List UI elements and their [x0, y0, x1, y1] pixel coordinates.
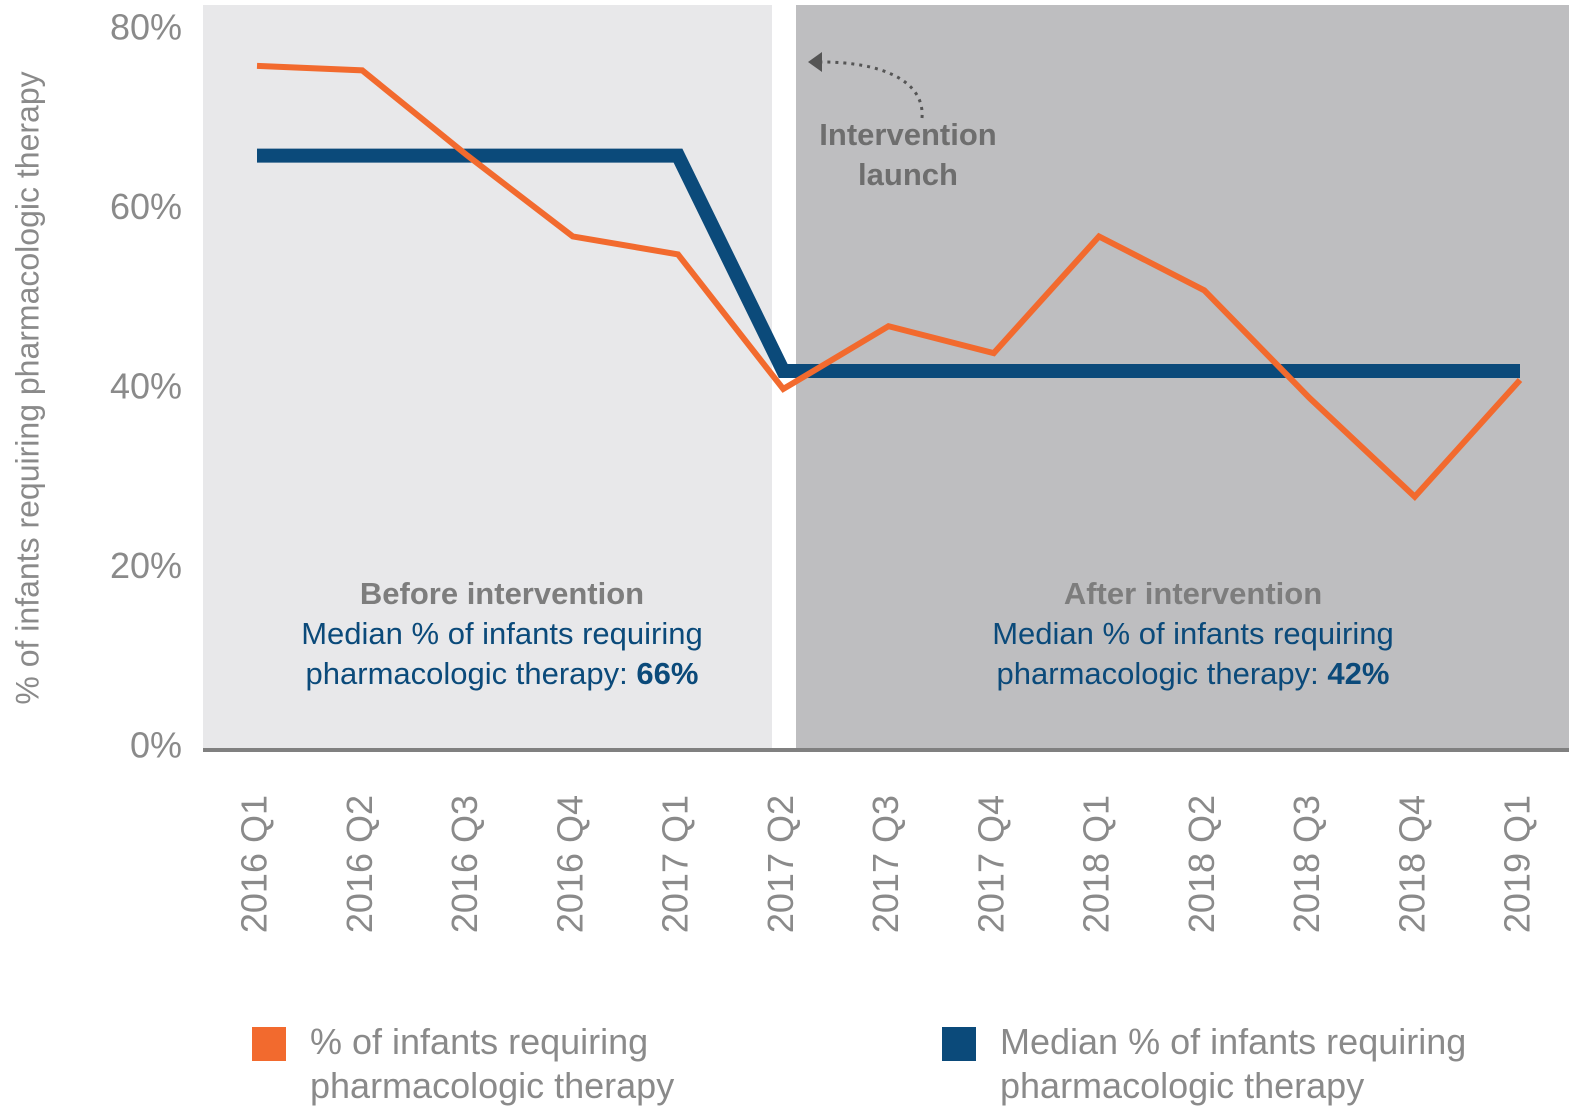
x-tick-label: 2019 Q1 [1497, 795, 1538, 933]
annotation: Before intervention [359, 576, 645, 611]
annotation: Median % of infants requiring pharmacolo… [992, 616, 1394, 691]
x-tick-label: 2016 Q4 [549, 795, 590, 933]
launch-arrowhead [808, 52, 822, 72]
annotation: Intervention [819, 117, 996, 152]
x-tick-label: 2017 Q2 [760, 795, 801, 933]
before-text: Before intervention Median % of infants … [252, 574, 752, 694]
x-tick-label: 2017 Q3 [865, 795, 906, 933]
y-tick-label: 20% [110, 545, 182, 586]
x-tick-label: 2018 Q4 [1391, 795, 1432, 933]
annotation: After intervention [1063, 576, 1323, 611]
x-tick-label: 2018 Q2 [1181, 795, 1222, 933]
x-tick-label: 2016 Q3 [444, 795, 485, 933]
legend-label: % of infants requiring pharmacologic the… [310, 1021, 675, 1106]
y-tick-label: 0% [130, 725, 182, 766]
x-tick-label: 2018 Q3 [1286, 795, 1327, 933]
x-tick-label: 2016 Q1 [234, 795, 275, 933]
x-tick-label: 2018 Q1 [1076, 795, 1117, 933]
after-text: After intervention Median % of infants r… [943, 574, 1443, 694]
legend-label: Median % of infants requiring pharmacolo… [1000, 1021, 1467, 1106]
y-tick-label: 60% [110, 186, 182, 227]
annotation: 66% [636, 656, 699, 691]
y-tick-label: 80% [110, 7, 182, 48]
series-line [256, 62, 1523, 501]
annotation: 42% [1327, 656, 1390, 691]
x-tick-label: 2016 Q2 [339, 795, 380, 933]
annotation: Median % of infants requiring pharmacolo… [301, 616, 703, 691]
annotation: launch [858, 157, 958, 192]
before-region [203, 5, 772, 750]
y-axis-label: % of infants requiring pharmacologic the… [9, 71, 45, 704]
x-tick-label: 2017 Q4 [970, 795, 1011, 933]
y-tick-label: 40% [110, 366, 182, 407]
legend-swatch [252, 1027, 286, 1061]
x-tick-label: 2017 Q1 [655, 795, 696, 933]
legend-swatch [942, 1027, 976, 1061]
